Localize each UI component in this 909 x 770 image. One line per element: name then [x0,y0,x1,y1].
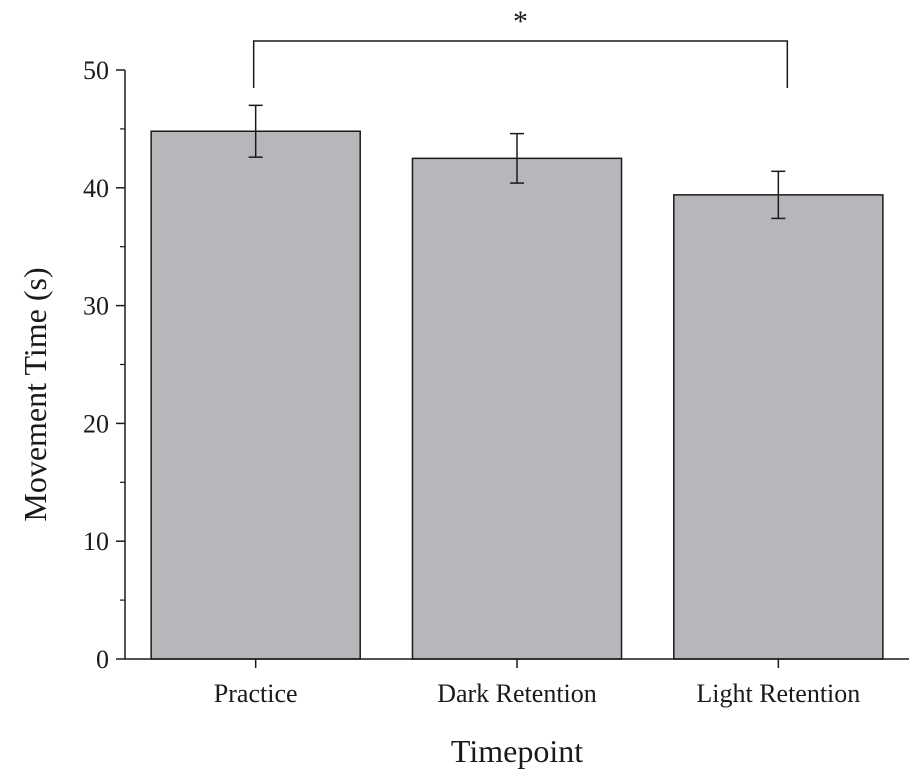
x-tick-label-practice: Practice [214,679,298,708]
bars-group [150,130,884,660]
significance-bracket [252,40,789,88]
error-bar-practice [248,104,263,158]
x-tick-label-light-retention: Light Retention [696,679,860,708]
y-tick-label-30: 30 [83,292,109,321]
y-tick-label-40: 40 [83,174,109,203]
bar-dark-retention [411,157,623,660]
significance-bracket-line [252,40,789,88]
error-bar-light-retention [771,170,786,220]
y-tick-label-0: 0 [96,645,109,674]
y-ticks-group: 0 10 20 30 40 50 [83,56,125,674]
bar-light-retention [673,194,884,660]
bar-practice [150,130,361,660]
x-ticks-group: Practice Dark Retention Light Retention [214,659,860,708]
y-axis-title: Movement Time (s) [17,267,53,521]
error-bars-group [248,104,786,220]
error-bar-dark-retention [510,132,524,184]
y-tick-label-20: 20 [83,409,109,438]
significance-label: * [513,5,528,38]
x-axis-title: Timepoint [451,733,583,769]
y-tick-label-10: 10 [83,527,109,556]
x-tick-label-dark-retention: Dark Retention [437,679,597,708]
y-tick-label-50: 50 [83,56,109,85]
